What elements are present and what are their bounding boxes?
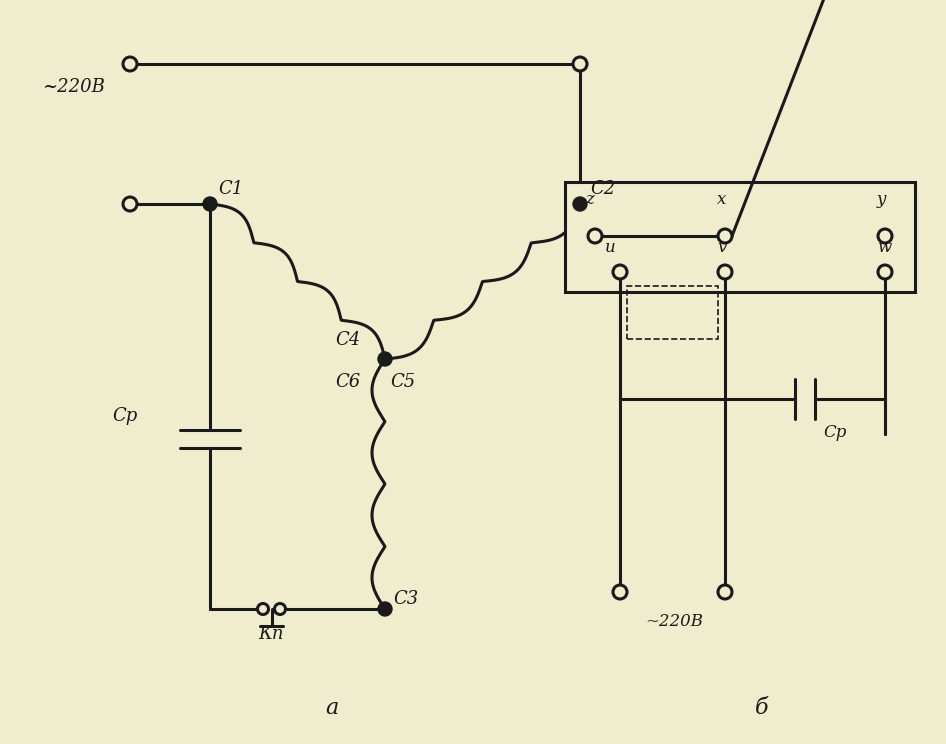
Circle shape	[719, 266, 731, 278]
Circle shape	[614, 586, 626, 598]
Circle shape	[719, 586, 731, 598]
Circle shape	[589, 230, 601, 242]
Circle shape	[203, 197, 217, 211]
Text: u: u	[605, 239, 616, 256]
Text: Ср: Ср	[112, 407, 137, 425]
Text: ~220В: ~220В	[645, 613, 703, 630]
Circle shape	[258, 604, 268, 614]
Text: а: а	[325, 697, 339, 719]
Text: v: v	[717, 239, 727, 256]
Text: б: б	[755, 697, 768, 719]
Circle shape	[378, 352, 392, 366]
Bar	[627, 286, 718, 339]
Circle shape	[879, 230, 891, 242]
Text: y: y	[877, 191, 886, 208]
Text: С5: С5	[390, 373, 415, 391]
Text: С4: С4	[335, 331, 360, 349]
Text: w: w	[877, 239, 891, 256]
Text: ~220В: ~220В	[42, 78, 105, 96]
Circle shape	[124, 198, 136, 210]
Circle shape	[574, 58, 586, 70]
Circle shape	[275, 604, 285, 614]
Text: x: x	[717, 191, 727, 208]
Text: С2: С2	[590, 180, 615, 198]
Circle shape	[614, 266, 626, 278]
Bar	[565, 182, 915, 292]
Text: z: z	[585, 191, 594, 208]
Text: С3: С3	[393, 590, 418, 608]
Text: С1: С1	[218, 180, 243, 198]
Text: Кп: Кп	[258, 625, 284, 643]
Text: С6: С6	[335, 373, 360, 391]
Circle shape	[879, 266, 891, 278]
Circle shape	[573, 197, 587, 211]
Text: Ср: Ср	[823, 424, 847, 441]
Circle shape	[378, 602, 392, 616]
Circle shape	[124, 58, 136, 70]
Circle shape	[719, 230, 731, 242]
